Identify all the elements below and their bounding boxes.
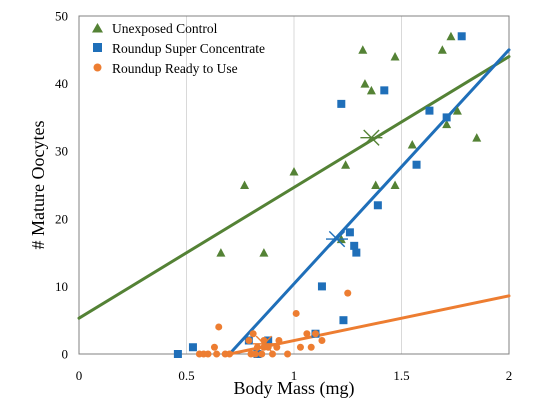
x-tick-label: 1.5 bbox=[393, 368, 409, 383]
trend-line-roundup-super-concentrate bbox=[228, 48, 511, 356]
square-marker-icon bbox=[93, 43, 102, 52]
x-tick-label: 0.5 bbox=[178, 368, 194, 383]
legend-label: Roundup Ready to Use bbox=[112, 61, 238, 76]
circle-data-point bbox=[312, 330, 319, 338]
square-data-point bbox=[317, 282, 326, 291]
circle-data-point bbox=[275, 336, 283, 344]
circle-data-point bbox=[226, 350, 233, 358]
square-data-point bbox=[380, 86, 389, 95]
circle-data-point bbox=[307, 343, 315, 351]
square-data-point bbox=[373, 201, 382, 210]
x-tick-label: 2 bbox=[506, 368, 513, 383]
circle-data-point bbox=[249, 330, 257, 338]
square-data-point bbox=[173, 350, 182, 358]
square-data-point bbox=[425, 106, 434, 115]
legend-item-roundup-ready-to-use: Roundup Ready to Use bbox=[93, 61, 238, 76]
triangle-data-point bbox=[407, 139, 417, 149]
triangle-data-point bbox=[472, 133, 482, 142]
triangle-data-point bbox=[452, 106, 462, 115]
square-data-point bbox=[412, 160, 421, 169]
circle-data-point bbox=[273, 343, 281, 351]
circle-data-point bbox=[245, 336, 253, 344]
circle-data-point bbox=[204, 350, 212, 358]
y-tick-labels: 0 10 20 30 40 50 bbox=[55, 9, 68, 362]
x-tick-label: 0 bbox=[76, 368, 83, 383]
circle-data-point bbox=[284, 350, 292, 358]
y-axis-title: # Mature Oocytes bbox=[28, 121, 48, 250]
triangle-data-point bbox=[366, 85, 376, 95]
mean-star-stroke bbox=[328, 230, 346, 248]
mean-star-stroke bbox=[255, 335, 273, 353]
square-data-point bbox=[442, 113, 451, 122]
triangle-data-point bbox=[240, 180, 250, 189]
plot-frame bbox=[78, 15, 510, 355]
square-data-point bbox=[337, 99, 346, 108]
circle-data-point bbox=[215, 323, 223, 331]
legend-item-unexposed-control: Unexposed Control bbox=[92, 21, 218, 36]
legend-label: Unexposed Control bbox=[112, 21, 218, 36]
circle-data-point bbox=[258, 350, 266, 358]
mean-markers bbox=[252, 129, 383, 353]
circle-data-point bbox=[210, 343, 218, 351]
square-data-point bbox=[350, 241, 359, 250]
legend: Unexposed Control Roundup Super Concentr… bbox=[92, 21, 265, 76]
y-tick-label: 40 bbox=[55, 76, 68, 91]
mean-marker-unexposed-control bbox=[360, 129, 383, 146]
square-data-point bbox=[352, 248, 361, 257]
y-tick-label: 20 bbox=[55, 211, 68, 226]
triangle-data-point bbox=[360, 79, 370, 88]
x-axis-title: Body Mass (mg) bbox=[234, 378, 355, 399]
mean-marker-roundup-ready-to-use bbox=[252, 335, 275, 353]
triangle-data-point bbox=[289, 166, 299, 176]
x-tick-labels: 0 0.5 1 1.5 2 bbox=[76, 368, 513, 383]
square-data-point bbox=[345, 228, 354, 237]
square-data-point bbox=[339, 316, 348, 325]
circle-data-point bbox=[303, 330, 311, 338]
legend-item-roundup-super-concentrate: Roundup Super Concentrate bbox=[93, 41, 265, 56]
legend-label: Roundup Super Concentrate bbox=[112, 41, 265, 56]
circle-data-point bbox=[292, 309, 300, 317]
triangle-data-point bbox=[390, 180, 400, 189]
circle-data-point bbox=[213, 350, 221, 358]
circle-data-point bbox=[344, 289, 352, 297]
y-tick-label: 50 bbox=[55, 9, 68, 24]
triangle-data-point bbox=[437, 45, 447, 54]
y-tick-label: 30 bbox=[55, 144, 68, 159]
mean-star-stroke bbox=[363, 129, 380, 146]
mean-marker-roundup-super-concentrate bbox=[326, 230, 348, 248]
trend-line-roundup-ready-to-use bbox=[228, 294, 511, 356]
y-tick-label: 0 bbox=[62, 347, 69, 362]
circle-data-point bbox=[269, 350, 276, 358]
triangle-data-point bbox=[442, 119, 452, 129]
circle-data-point bbox=[251, 350, 259, 358]
circle-data-point bbox=[318, 336, 326, 344]
triangle-data-point bbox=[216, 248, 226, 257]
triangle-data-point bbox=[341, 160, 351, 169]
square-data-point bbox=[457, 32, 466, 41]
x-tick-label: 1 bbox=[291, 368, 298, 383]
triangle-data-point bbox=[446, 31, 456, 41]
triangle-data-point bbox=[358, 45, 368, 54]
triangle-data-point bbox=[390, 52, 400, 61]
triangle-marker-icon bbox=[92, 23, 103, 33]
trend-line-unexposed-control bbox=[77, 55, 511, 320]
circle-data-point bbox=[296, 343, 304, 351]
data-points bbox=[173, 31, 482, 358]
triangle-data-point bbox=[259, 248, 269, 257]
y-tick-label: 10 bbox=[55, 279, 68, 294]
circle-marker-icon bbox=[93, 63, 102, 72]
square-data-point bbox=[188, 343, 197, 352]
gridlines bbox=[186, 16, 402, 354]
triangle-data-point bbox=[371, 180, 381, 189]
